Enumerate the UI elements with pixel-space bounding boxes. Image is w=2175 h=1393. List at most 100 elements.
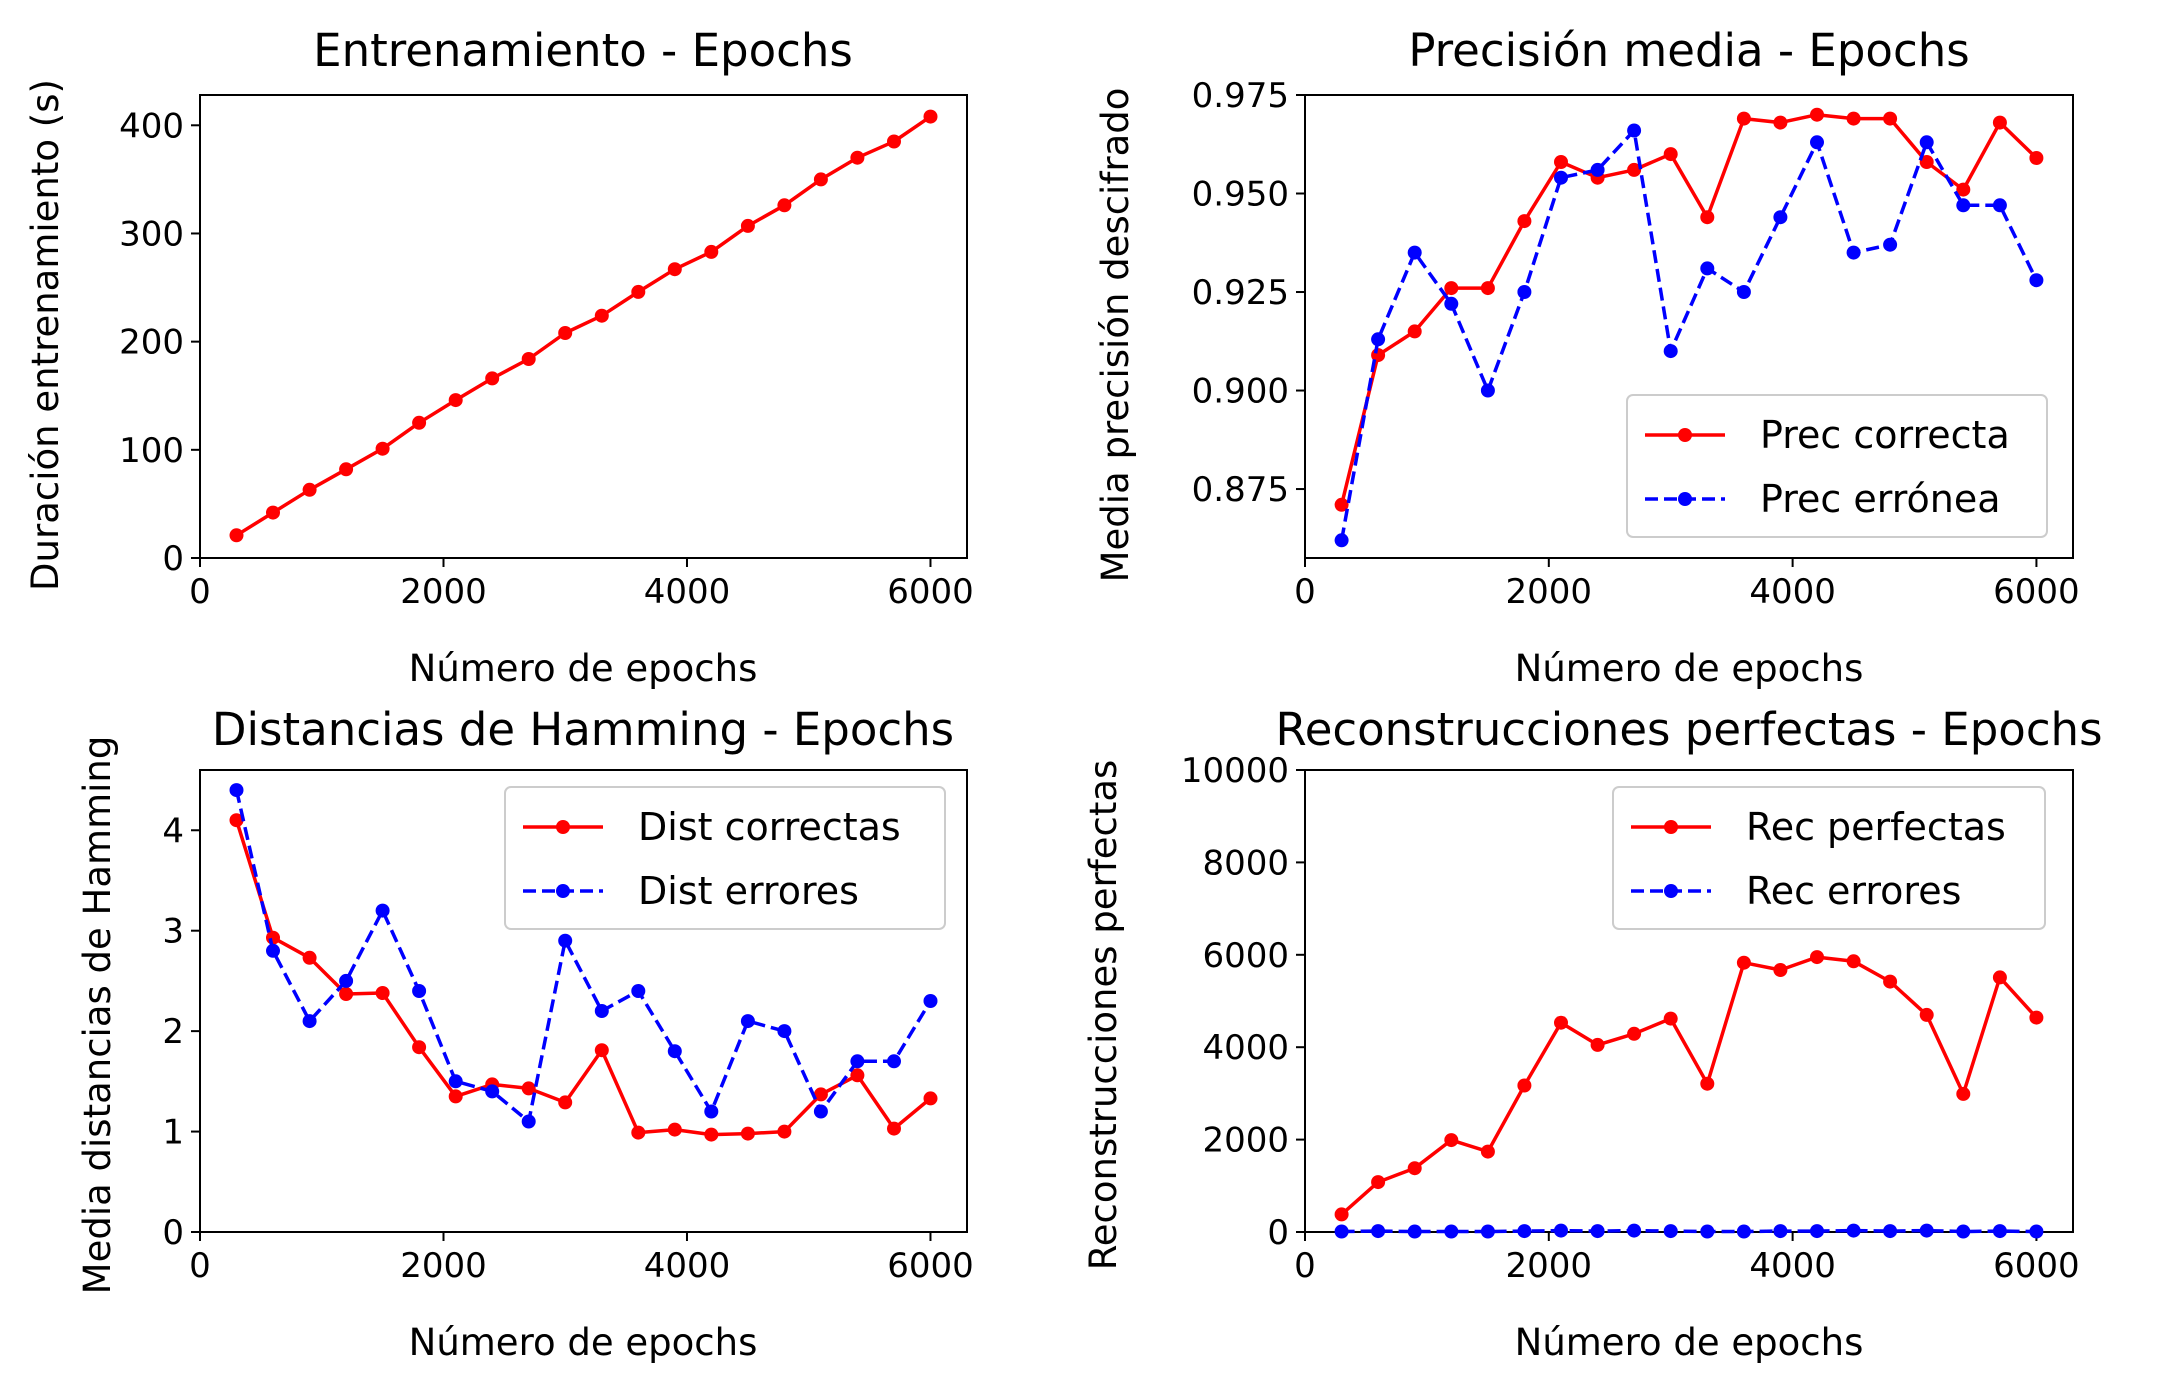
legend-swatch-marker — [556, 884, 570, 898]
x-tick-label: 2000 — [400, 1246, 487, 1286]
data-point — [1919, 135, 1934, 150]
y-axis-label: Media precisión descifrado — [1094, 88, 1137, 583]
legend: Dist correctas Dist errores — [504, 786, 946, 930]
data-point — [1883, 111, 1898, 126]
data-point — [2029, 273, 2044, 288]
data-point — [1517, 1078, 1532, 1093]
y-tick-label: 2 — [162, 1012, 184, 1052]
y-tick-label: 3 — [162, 912, 184, 952]
data-point — [1846, 245, 1861, 260]
data-point — [667, 1122, 682, 1137]
data-point — [1444, 1224, 1459, 1239]
data-point — [1407, 1224, 1422, 1239]
data-point — [1700, 261, 1715, 276]
x-axis-label: Número de epochs — [1515, 1321, 1864, 1364]
data-point — [1736, 1224, 1751, 1239]
legend-swatch-marker — [1678, 428, 1692, 442]
legend-box — [1626, 394, 2048, 538]
y-axis-label: Duración entrenamiento (s) — [24, 79, 67, 591]
y-tick-label: 0.900 — [1192, 372, 1289, 412]
legend: Rec perfectas Rec errores — [1612, 786, 2046, 930]
data-point — [1554, 155, 1568, 169]
y-tick-label: 4000 — [1202, 1028, 1289, 1068]
data-point — [704, 244, 719, 259]
chart-title: Precisión media - Epochs — [1408, 24, 1969, 77]
data-point — [521, 1114, 536, 1129]
data-point — [1956, 1224, 1971, 1239]
data-point — [1590, 162, 1605, 177]
data-point — [2029, 1010, 2044, 1025]
chart-title: Entrenamiento - Epochs — [313, 24, 853, 77]
y-axis-label: Media distancias de Hamming — [76, 736, 119, 1295]
data-point — [266, 505, 280, 520]
data-point — [631, 984, 646, 998]
x-tick-label: 6000 — [887, 572, 974, 612]
data-point — [594, 1004, 609, 1018]
data-point — [375, 986, 390, 1000]
x-tick-label: 6000 — [887, 1246, 974, 1286]
data-point — [1773, 115, 1788, 130]
data-point — [1992, 970, 2007, 985]
data-point — [2029, 1224, 2044, 1239]
data-point — [1736, 285, 1751, 299]
x-tick-label: 0 — [1294, 1246, 1316, 1286]
legend-swatch-marker — [1664, 884, 1678, 898]
data-point — [1846, 111, 1861, 126]
data-point — [1517, 285, 1532, 299]
data-point — [1663, 147, 1678, 162]
y-tick-label: 300 — [119, 214, 184, 254]
data-point — [339, 987, 354, 1001]
data-point — [1736, 955, 1751, 970]
data-point — [631, 284, 646, 299]
data-point — [850, 1068, 865, 1083]
legend-label: Dist correctas — [638, 805, 901, 849]
legend-swatch-marker — [1664, 820, 1678, 834]
data-point — [375, 441, 390, 456]
data-point — [850, 150, 865, 165]
x-axis-label: Número de epochs — [409, 647, 758, 690]
data-point — [229, 528, 244, 543]
data-point — [1444, 1133, 1459, 1148]
data-point — [1480, 1144, 1495, 1159]
data-point — [229, 783, 244, 798]
data-point — [1700, 210, 1715, 225]
y-tick-label: 10000 — [1181, 751, 1289, 791]
data-point — [1956, 182, 1971, 197]
y-tick-label: 400 — [119, 106, 184, 146]
data-point — [1334, 533, 1349, 548]
legend: Prec correcta Prec errónea — [1626, 394, 2048, 538]
data-point — [923, 109, 938, 124]
data-point — [887, 1054, 901, 1069]
data-point — [485, 1084, 500, 1099]
data-point — [1627, 1223, 1642, 1238]
data-point — [1846, 954, 1861, 969]
data-point — [594, 308, 609, 323]
y-tick-label: 0.975 — [1192, 76, 1289, 116]
data-point — [1371, 1175, 1386, 1190]
x-tick-label: 0 — [189, 1246, 211, 1286]
data-point — [1334, 497, 1349, 512]
data-point — [704, 1104, 719, 1119]
data-point — [1334, 1224, 1349, 1239]
data-point — [1590, 1224, 1605, 1239]
legend-label: Dist errores — [638, 869, 859, 913]
data-point — [1883, 974, 1898, 989]
x-axis-label: Número de epochs — [1515, 647, 1864, 690]
axes-frame — [199, 94, 968, 559]
data-point — [1992, 115, 2007, 130]
data-point — [2029, 151, 2044, 165]
x-tick-label: 2000 — [400, 572, 487, 612]
data-point — [1919, 155, 1934, 169]
legend-label: Prec errónea — [1760, 477, 2001, 521]
data-point — [1554, 1015, 1568, 1030]
data-point — [1773, 963, 1788, 977]
data-point — [1480, 1224, 1495, 1239]
data-point — [302, 1014, 317, 1029]
data-point — [1480, 281, 1495, 296]
y-tick-label: 6000 — [1202, 936, 1289, 976]
y-tick-label: 0.875 — [1192, 470, 1289, 510]
legend-swatch-marker — [556, 820, 570, 834]
data-point — [1407, 245, 1422, 260]
data-point — [594, 1043, 609, 1058]
data-point — [1407, 1161, 1422, 1176]
